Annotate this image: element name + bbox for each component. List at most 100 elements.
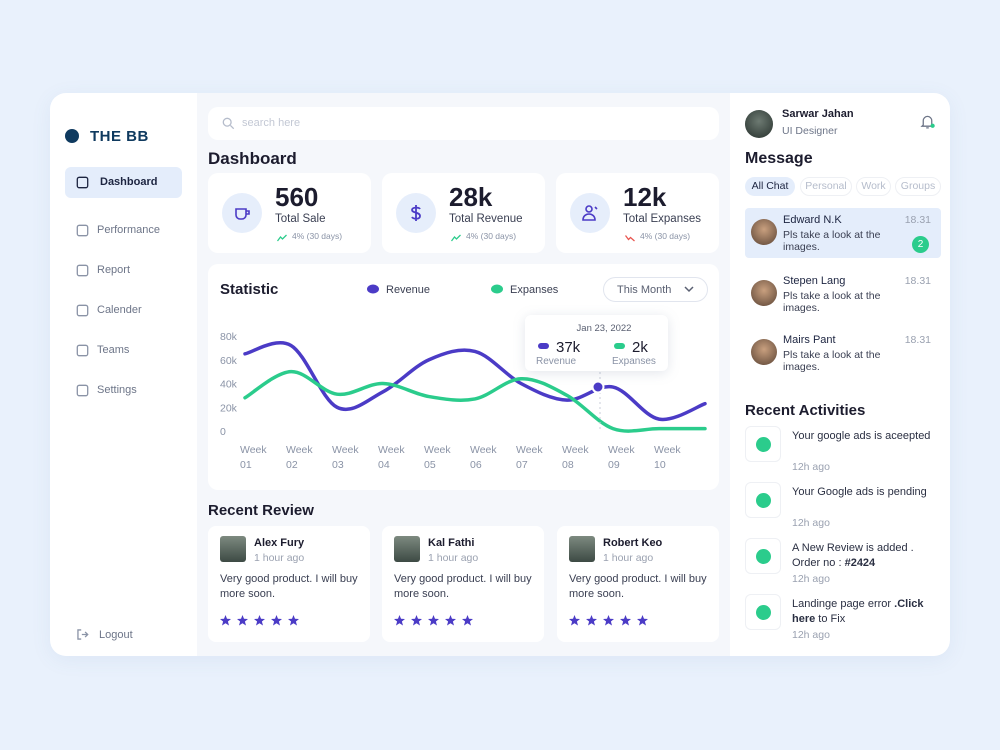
x-tick-label: Week 09 (608, 444, 635, 471)
nav-icon-glyph (76, 384, 89, 397)
message-item[interactable]: Mairs Pant 18.31 Pls take a look at the im… (745, 328, 941, 378)
stat-value: 28k (449, 182, 493, 212)
stat-label: Total Sale (275, 213, 326, 225)
nav-icon-glyph (76, 344, 89, 357)
tooltip-name: Expanses (612, 356, 656, 367)
x-tick-line: 05 (424, 459, 436, 471)
stat-icon-bg (570, 193, 610, 233)
nav-item[interactable]: Settings (97, 384, 137, 396)
x-tick-line: Week (240, 444, 267, 456)
legend-swatch (491, 284, 503, 294)
reviews-title: Recent Review (208, 502, 314, 519)
review-avatar (394, 536, 420, 562)
message-avatar (751, 219, 777, 245)
message-time: 18.31 (904, 214, 931, 226)
x-tick-line: 02 (286, 459, 298, 471)
text: Very good product. I will buy more soon. (394, 573, 532, 600)
x-tick-label: Week 06 (470, 444, 497, 471)
activity-icon-box (745, 594, 781, 630)
trend-icon-glyph (451, 234, 461, 242)
search-placeholder: search here (242, 117, 301, 129)
stat-icon-glyph (582, 205, 598, 221)
messages-title: Message (745, 150, 813, 167)
search-icon (222, 117, 235, 130)
x-tick-line: Week (470, 444, 497, 456)
review-time: 1 hour ago (428, 552, 479, 564)
profile-role: UI Designer (782, 125, 838, 137)
tooltip-box (525, 315, 668, 371)
period-dropdown[interactable] (603, 277, 708, 302)
stat-value: 560 (275, 182, 319, 212)
review-time: 1 hour ago (254, 552, 305, 564)
brand-dot (65, 129, 79, 143)
activity-icon-box (745, 482, 781, 518)
series-line (243, 369, 707, 433)
x-tick-line: 03 (332, 459, 344, 471)
nav-active (65, 167, 182, 198)
nav-icon-glyph (76, 264, 89, 277)
text: Very good product. I will buy more soon. (220, 573, 358, 600)
x-tick-line: Week (608, 444, 635, 456)
x-tick-line: 07 (516, 459, 528, 471)
tooltip-name: Revenue (536, 356, 576, 367)
text: Pls take a look at the images. (783, 349, 881, 373)
stat-icon-bg (222, 193, 262, 233)
chevron (684, 286, 694, 293)
review-text: Very good product. I will buy more soon. (569, 572, 709, 602)
message-avatar (751, 280, 777, 306)
message-item[interactable]: Stepen Lang 18.31 Pls take a look at the i… (745, 269, 941, 319)
nav-icon (76, 344, 89, 357)
text: Very good product. I will buy more soon. (569, 573, 707, 600)
activities-title: Recent Activities (745, 402, 866, 419)
search-box[interactable]: search here (208, 107, 719, 140)
message-name: Edward N.K (783, 214, 842, 226)
stat-card: 12k Total Expanses 4% (30 days) (556, 173, 719, 253)
tooltip-value: 2k (632, 339, 648, 356)
message-item[interactable]: Edward N.K 18.31 Pls take a look at the im… (745, 208, 941, 258)
bell-icon-glyph (920, 115, 935, 129)
x-tick-line: Week (562, 444, 589, 456)
activity-dot (756, 549, 771, 564)
x-tick-label: Week 01 (240, 444, 267, 471)
logout[interactable]: Logout (99, 629, 133, 641)
nav-item[interactable]: Performance (97, 224, 160, 236)
nav-item[interactable]: Dashboard (100, 176, 158, 188)
reviewer-name: Alex Fury (254, 537, 305, 549)
x-tick-label: Week 10 (654, 444, 681, 471)
activity-time: 12h ago (792, 461, 830, 473)
text: Work (861, 180, 886, 192)
x-tick-line: Week (332, 444, 359, 456)
trend-icon-glyph (625, 235, 635, 242)
trend-icon (275, 230, 289, 242)
nav-item[interactable]: Calender (97, 304, 142, 316)
chat-tab[interactable]: Personal (800, 177, 852, 196)
nav-icon (76, 384, 89, 397)
x-tick-line: Week (654, 444, 681, 456)
activity-time: 12h ago (792, 629, 830, 641)
stat-icon-bg (396, 193, 436, 233)
stars (394, 615, 473, 626)
stat-change: 4% (30 days) (640, 231, 691, 241)
nav-icon-glyph (76, 304, 89, 317)
nav-item[interactable]: Teams (97, 344, 130, 356)
review-stars (394, 614, 484, 626)
activity-dot (756, 605, 771, 620)
y-tick-label: 40k (220, 379, 238, 391)
profile-name: Sarwar Jahan (782, 108, 854, 120)
chat-tab[interactable]: Groups (895, 177, 941, 196)
activity-text: Your Google ads is pending (792, 485, 932, 500)
stat-icon (406, 203, 426, 223)
x-tick-line: 08 (562, 459, 574, 471)
message-text: Pls take a look at the images. (783, 229, 883, 253)
tooltip-swatch (538, 343, 549, 349)
review-time: 1 hour ago (603, 552, 654, 564)
review-stars (569, 614, 659, 626)
nav-item[interactable]: Report (97, 264, 131, 276)
chat-tab[interactable]: All Chat (745, 177, 795, 196)
message-time: 18.31 (904, 334, 931, 346)
legend-swatch (367, 284, 379, 294)
chat-tab[interactable]: Work (856, 177, 891, 196)
activity-icon-box (745, 538, 781, 574)
bell-icon[interactable] (919, 113, 936, 130)
x-tick-label: Week 03 (332, 444, 359, 471)
